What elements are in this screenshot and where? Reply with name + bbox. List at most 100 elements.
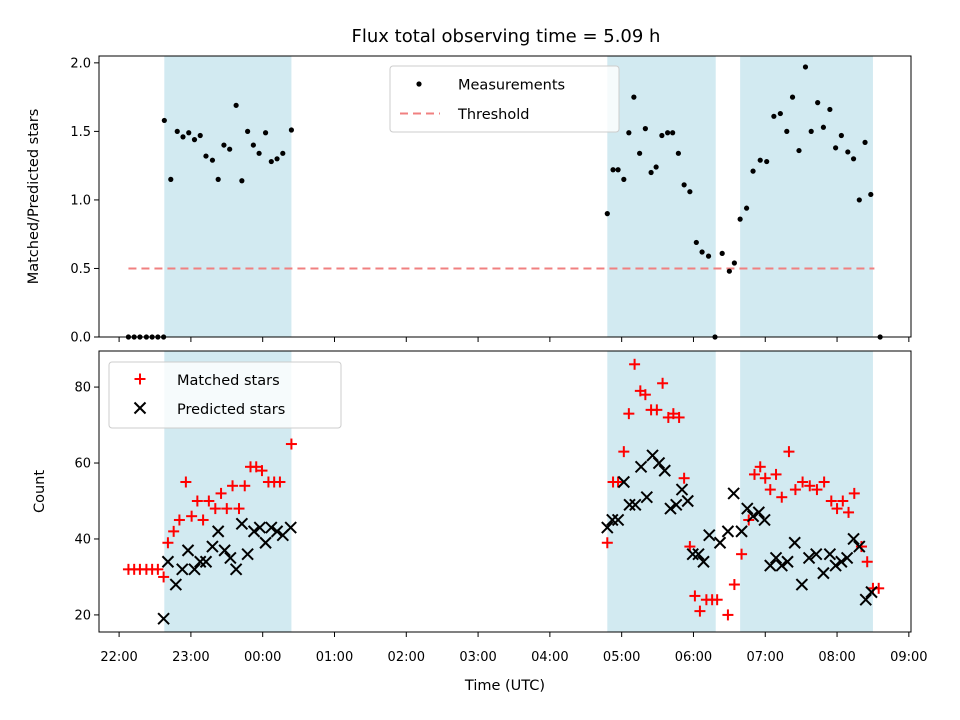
predicted-star-point (169, 578, 183, 591)
bottom-axes-frame (98, 350, 912, 633)
y-tick-label: 1.5 (70, 125, 91, 140)
matched-star-point (256, 465, 268, 477)
matched-star-point (173, 514, 185, 526)
measurement-point (215, 176, 221, 182)
predicted-star-point (788, 536, 801, 549)
x-tick-label: 22:00 (100, 650, 137, 665)
predicted-star-point (259, 536, 272, 549)
matched-star-point (748, 468, 760, 480)
measurement-point (856, 197, 862, 203)
predicted-star-point (634, 460, 648, 474)
measurement-point (203, 153, 209, 159)
predicted-star-point (247, 525, 261, 538)
matched-star-point (736, 548, 748, 560)
x-tick-label: 23:00 (172, 650, 209, 665)
x-tick-label: 04:00 (531, 650, 568, 665)
bottom-panel: 20 40 60 80 22:00 23:00 00:00 01:00 02:00 03:00 0… (32, 350, 928, 694)
predicted-star-point (188, 563, 201, 576)
predicted-star-point (606, 513, 619, 527)
matched-star-point (651, 404, 663, 416)
matched-star-point (843, 506, 855, 518)
measurement-point (789, 94, 796, 100)
measurement-point (250, 142, 256, 148)
predicted-star-point (229, 563, 243, 576)
bottom-legend-box (108, 361, 342, 429)
matched-star-point (722, 609, 734, 621)
predicted-star-point (840, 551, 854, 565)
measurement-point (719, 250, 725, 256)
measurement-point (827, 106, 833, 113)
measurement-point (687, 189, 693, 195)
matched-star-point (197, 514, 209, 526)
matched-star-point (728, 579, 740, 591)
measurement-point (675, 150, 681, 156)
predicted-star-point (703, 528, 716, 542)
predicted-star-point (775, 559, 788, 572)
matched-star-point (673, 411, 685, 423)
y-tick-label: 40 (74, 532, 91, 547)
measurement-point (233, 102, 239, 108)
top-shaded-intervals (164, 56, 873, 337)
x-tick-label: 06:00 (675, 650, 712, 665)
measurement-point (705, 253, 712, 259)
measurement-point (796, 147, 802, 154)
matched-star-point (618, 446, 630, 458)
matched-star-point (861, 556, 873, 568)
matched-star-point (274, 476, 286, 488)
predicted-star-point (640, 490, 654, 504)
matched-star-point (667, 408, 679, 420)
x-axis-label: Time (UTC) (464, 678, 545, 694)
measurement-point (653, 164, 659, 170)
measurement-point (693, 239, 699, 246)
measurement-point (256, 150, 262, 156)
matched-star-point (783, 446, 795, 458)
predicted-star-point (617, 475, 631, 489)
predicted-star-point (681, 494, 694, 508)
legend-plus (134, 373, 146, 385)
matched-star-point (639, 389, 651, 401)
measurement-point (833, 145, 839, 151)
predicted-star-point (664, 502, 677, 515)
measurement-point (845, 149, 851, 155)
predicted-star-point (853, 540, 866, 553)
measurement-point (615, 167, 621, 173)
predicted-star-point (810, 547, 823, 561)
matched-star-point (203, 495, 215, 507)
y-tick-label: 80 (74, 381, 91, 396)
matched-star-point (811, 484, 823, 496)
predicted-star-point (802, 551, 816, 565)
predicted-star-point (224, 551, 237, 565)
legend-matched-marker (134, 373, 146, 385)
predicted-star-point (835, 555, 848, 568)
top-legend-box (389, 65, 620, 133)
matched-star-point (694, 605, 706, 617)
measurement-point (227, 146, 233, 152)
predicted-star-point (697, 555, 710, 568)
y-tick-label: 0.5 (70, 262, 91, 277)
predicted-star-point (176, 563, 189, 576)
matched-star-point (162, 537, 174, 549)
matched-star-point (180, 476, 192, 488)
matched-star-point (623, 408, 635, 420)
matched-star-point (191, 495, 203, 507)
matched-star-point (601, 537, 613, 549)
predicted-star-point (781, 555, 794, 568)
predicted-star-point (692, 547, 705, 561)
matched-star-point (689, 590, 701, 602)
measurement-point (850, 156, 857, 162)
matched-star-point (186, 510, 198, 522)
measurement-point (802, 64, 809, 70)
measurement-point (631, 94, 637, 100)
predicted-star-point (764, 559, 777, 572)
predicted-star-point (265, 521, 278, 534)
measurement-point (784, 128, 790, 134)
shaded-interval-1 (164, 56, 292, 337)
predicted-star-point (721, 525, 735, 538)
measurement-point (750, 168, 756, 174)
measurement-point (771, 113, 777, 119)
measurement-point (280, 150, 286, 156)
matched-star-point (754, 461, 766, 473)
bottom-y-axis-label: Count (32, 470, 48, 513)
matched-star-point (797, 476, 809, 488)
matched-star-point (837, 495, 849, 507)
